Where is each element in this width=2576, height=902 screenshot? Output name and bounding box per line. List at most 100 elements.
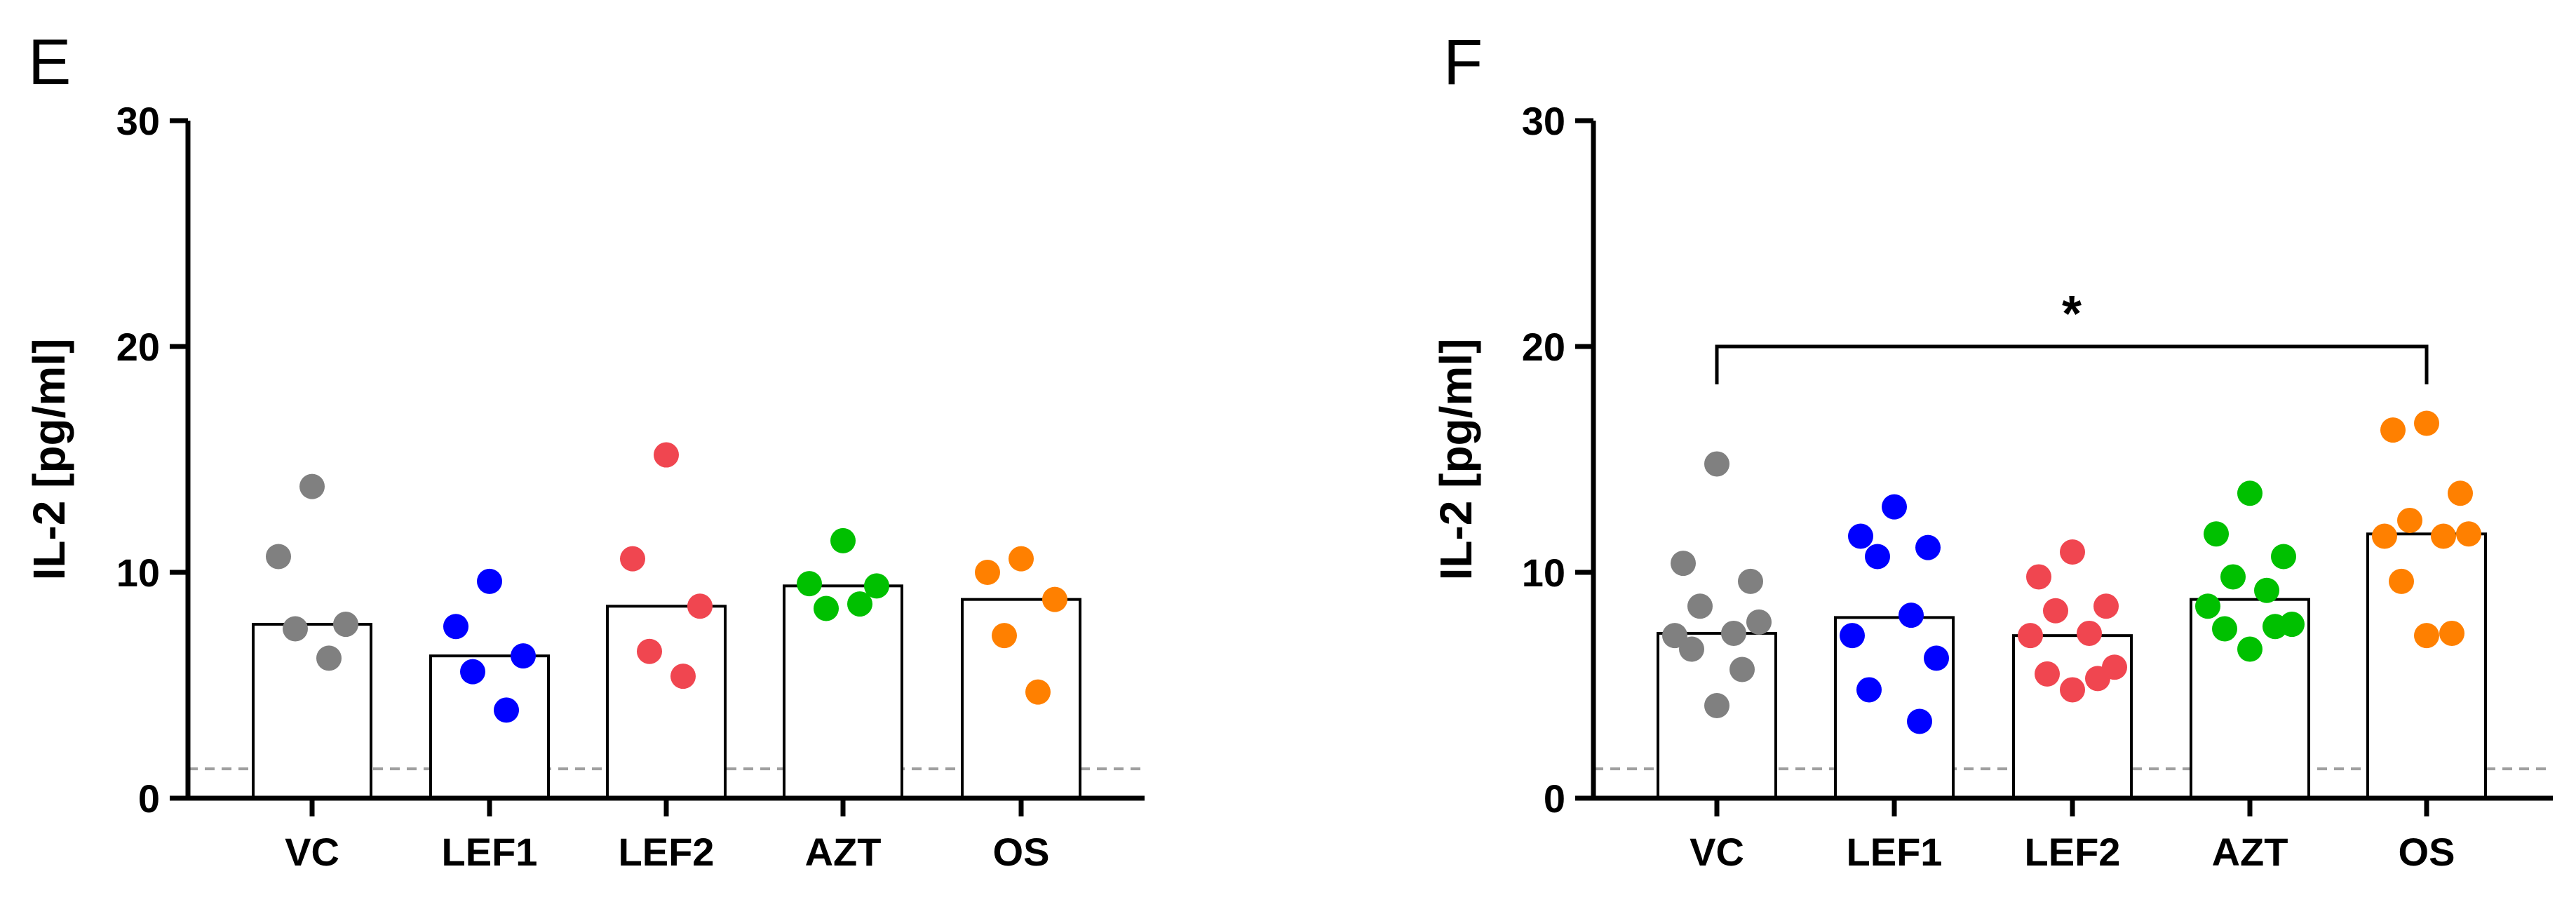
data-point-azt	[2195, 593, 2220, 619]
data-point-os	[2456, 521, 2481, 547]
y-tick-label: 30	[116, 99, 160, 143]
data-point-azt	[2271, 544, 2296, 570]
data-point-vc	[1704, 692, 1729, 718]
data-point-os	[975, 560, 1000, 585]
category-label-os: OS	[2399, 830, 2455, 874]
data-point-lef1	[1915, 534, 1941, 560]
data-point-lef1	[443, 614, 468, 640]
data-point-lef2	[654, 442, 679, 468]
bar-vc	[252, 623, 372, 800]
data-point-lef1	[1882, 494, 1907, 520]
data-point-lef2	[2043, 598, 2068, 624]
data-point-lef2	[2077, 620, 2102, 646]
data-point-azt	[2237, 636, 2263, 662]
data-point-vc	[1704, 451, 1729, 477]
data-point-os	[2431, 523, 2456, 549]
data-point-os	[2414, 623, 2439, 649]
data-point-lef1	[1856, 677, 1882, 703]
data-point-os	[2380, 417, 2406, 443]
data-point-vc	[283, 616, 308, 642]
data-point-vc	[1662, 623, 1687, 649]
data-point-lef2	[2085, 666, 2110, 692]
category-label-lef2: LEF2	[2025, 830, 2121, 874]
data-point-lef1	[511, 643, 536, 669]
data-point-azt	[847, 591, 872, 617]
bar-os	[2366, 532, 2487, 800]
data-point-lef2	[687, 593, 713, 619]
data-point-lef1	[1840, 623, 1865, 649]
data-point-lef2	[2018, 623, 2043, 649]
data-point-os	[2414, 410, 2439, 436]
data-point-azt	[2212, 616, 2237, 642]
bar-os	[961, 598, 1081, 800]
y-axis-title: IL-2 [pg/ml]	[24, 339, 74, 581]
data-point-os	[1025, 679, 1051, 705]
data-point-vc	[333, 612, 358, 638]
data-point-lef2	[670, 664, 696, 689]
panel-f: F IL-2 [pg/ml] 0 10 20 30 VC LEF1 LEF2 AZT OS *	[1431, 27, 2553, 874]
panel-e: E IL-2 [pg/ml] 0 10 20 30 VC LEF1 LEF2 AZT OS	[24, 27, 1145, 874]
data-point-os	[2372, 523, 2397, 549]
y-tick-label: 0	[1544, 776, 1565, 821]
data-point-lef1	[1848, 523, 1873, 549]
data-point-lef1	[460, 659, 485, 685]
data-point-vc	[299, 473, 325, 499]
data-point-lef1	[477, 568, 502, 594]
data-point-azt	[2237, 480, 2263, 506]
y-tick-label: 20	[1522, 325, 1565, 369]
data-point-lef2	[620, 546, 645, 572]
data-point-os	[992, 623, 1017, 649]
data-point-lef1	[494, 697, 519, 723]
data-point-azt	[864, 573, 889, 599]
data-point-lef2	[2026, 564, 2051, 590]
data-point-lef2	[2060, 677, 2085, 703]
y-tick-label: 20	[116, 325, 160, 369]
data-point-lef1	[1907, 708, 1932, 734]
data-point-lef2	[2060, 539, 2085, 565]
category-label-vc: VC	[1690, 830, 1744, 874]
data-point-vc	[1729, 657, 1755, 682]
y-tick-label: 30	[1522, 99, 1565, 143]
category-label-lef2: LEF2	[619, 830, 715, 874]
data-point-os	[2448, 480, 2473, 506]
data-point-vc	[1671, 551, 1696, 577]
category-label-os: OS	[993, 830, 1050, 874]
data-point-azt	[2204, 521, 2229, 547]
bar-lef1	[429, 654, 550, 800]
y-tick-label: 0	[138, 776, 160, 821]
bar-azt	[783, 584, 903, 800]
data-point-lef1	[1924, 645, 1949, 671]
data-point-vc	[316, 645, 342, 671]
data-point-lef2	[2035, 661, 2060, 687]
data-point-azt	[830, 527, 856, 553]
data-point-lef1	[1865, 544, 1890, 570]
category-label-azt: AZT	[805, 830, 882, 874]
y-tick-label: 10	[1522, 551, 1565, 595]
data-point-os	[2397, 507, 2422, 533]
data-point-vc	[1746, 609, 1772, 635]
data-point-os	[2389, 568, 2414, 594]
data-point-azt	[2263, 614, 2288, 640]
category-label-lef1: LEF1	[442, 830, 538, 874]
data-point-vc	[1679, 636, 1704, 662]
y-axis-title: IL-2 [pg/ml]	[1431, 339, 1481, 581]
data-point-os	[1042, 586, 1067, 612]
data-point-os	[2439, 620, 2464, 646]
data-point-azt	[2220, 564, 2246, 590]
data-point-vc	[1738, 568, 1763, 594]
data-point-azt	[2254, 577, 2279, 603]
data-point-os	[1009, 546, 1034, 572]
bar-lef2	[606, 605, 727, 800]
data-point-vc	[1721, 620, 1746, 646]
category-label-lef1: LEF1	[1847, 830, 1943, 874]
significance-label: *	[2062, 286, 2082, 342]
significance-bracket	[1715, 344, 2429, 384]
data-point-lef2	[2093, 593, 2119, 619]
data-point-lef2	[637, 638, 662, 664]
data-point-vc	[1687, 593, 1713, 619]
panel-letter: F	[1443, 27, 1483, 98]
category-label-azt: AZT	[2212, 830, 2288, 874]
data-point-lef1	[1899, 603, 1924, 628]
category-label-vc: VC	[285, 830, 339, 874]
